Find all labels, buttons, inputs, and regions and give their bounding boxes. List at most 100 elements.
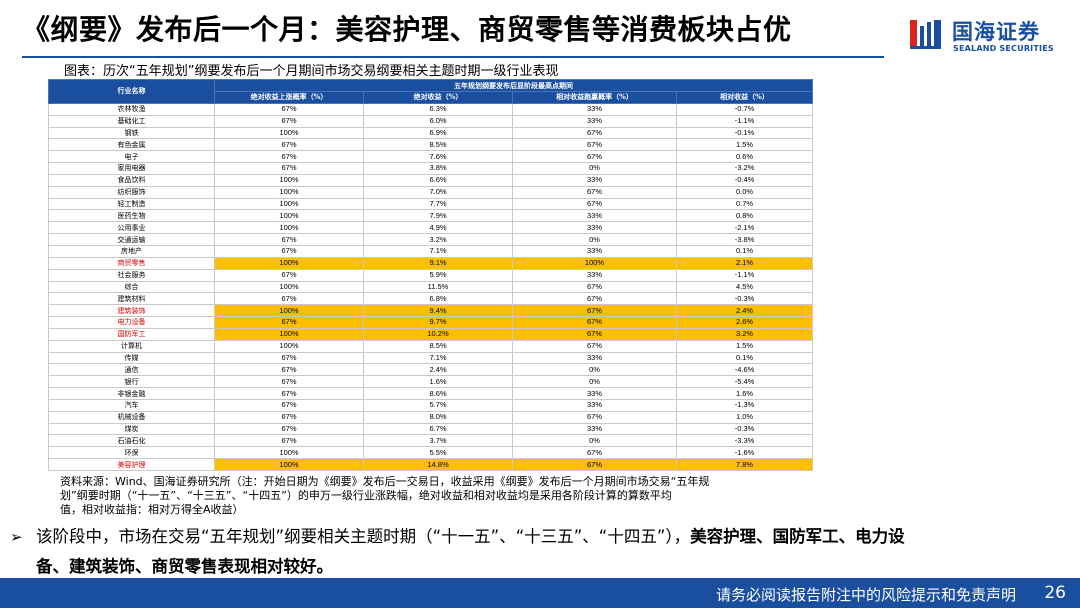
industry-name-cell: 房地产: [48, 244, 215, 258]
value-cell: 5.9%: [363, 268, 513, 282]
industry-name-cell: 钢铁: [48, 126, 215, 140]
table-row: 商贸零售 100% 9.1% 100% 2.1%: [48, 256, 813, 270]
value-cell: 67%: [512, 339, 677, 353]
table-row: 轻工制造 100% 7.7% 67% 0.7%: [48, 197, 813, 211]
chart-caption: 图表：历次“五年规划”纲要发布后一个月期间市场交易纲要相关主题时期一级行业表现: [64, 64, 559, 79]
footer-disclaimer: 请务必阅读报告附注中的风险提示和免责声明: [715, 586, 1016, 604]
value-cell: 100%: [512, 256, 677, 270]
key-point-highlight: 美容护理、国防军工、电力设: [690, 527, 905, 546]
value-cell: 33%: [512, 268, 677, 282]
value-cell: 0.0%: [676, 185, 813, 199]
value-cell: 6.6%: [363, 173, 513, 187]
source-note-line-3: 值，相对收益指：相对万得全A收益）: [60, 503, 244, 516]
value-cell: 8.0%: [363, 410, 513, 424]
value-cell: 33%: [512, 351, 677, 365]
table-row: 煤炭 67% 6.7% 33% -0.3%: [48, 422, 813, 436]
value-cell: 7.8%: [676, 458, 813, 471]
value-cell: 67%: [214, 268, 364, 282]
value-cell: 0%: [512, 434, 677, 448]
industry-name-cell: 商贸零售: [48, 256, 215, 270]
value-cell: 6.8%: [363, 292, 513, 306]
value-cell: 100%: [214, 304, 364, 318]
value-cell: 67%: [214, 375, 364, 389]
value-cell: 67%: [214, 102, 364, 116]
value-cell: 7.7%: [363, 197, 513, 211]
value-cell: 7.9%: [363, 209, 513, 223]
header-abs-up-prob: 绝对收益上涨概率（%）: [214, 91, 364, 104]
value-cell: 67%: [214, 410, 364, 424]
value-cell: 100%: [214, 339, 364, 353]
table-row: 综合 100% 11.5% 67% 4.5%: [48, 280, 813, 294]
value-cell: 100%: [214, 185, 364, 199]
bullet-arrow-icon: ➢: [10, 528, 23, 546]
industry-name-cell: 医药生物: [48, 209, 215, 223]
industry-performance-table: 行业名称 五年规划纲要发布后显阶段最高点期间 绝对收益上涨概率（%） 绝对收益（…: [48, 79, 813, 471]
value-cell: 5.5%: [363, 446, 513, 460]
value-cell: -0.4%: [676, 173, 813, 187]
table-row: 通信 67% 2.4% 0% -4.6%: [48, 363, 813, 377]
value-cell: 100%: [214, 446, 364, 460]
industry-name-cell: 国防军工: [48, 327, 215, 341]
industry-name-cell: 环保: [48, 446, 215, 460]
header-rel-win-prob: 相对收益跑赢概率（%）: [512, 91, 677, 104]
value-cell: 1.6%: [363, 375, 513, 389]
industry-name-cell: 计算机: [48, 339, 215, 353]
value-cell: 67%: [512, 410, 677, 424]
key-point-line-1: 该阶段中，市场在交易“五年规划”纲要相关主题时期（“十一五”、“十三五”、“十四…: [10, 522, 1070, 552]
value-cell: -0.1%: [676, 126, 813, 140]
value-cell: 8.6%: [363, 387, 513, 400]
value-cell: 67%: [512, 138, 677, 152]
page-number: 26: [1044, 583, 1066, 603]
key-point-prefix: 该阶段中，市场在交易“五年规划”纲要相关主题时期（“十一五”、“十三五”、“十四…: [36, 527, 691, 546]
industry-name-cell: 机械设备: [48, 410, 215, 424]
value-cell: 33%: [512, 422, 677, 436]
value-cell: 9.7%: [363, 316, 513, 329]
industry-name-cell: 汽车: [48, 398, 215, 412]
table-row: 电力设备 67% 9.7% 67% 2.6%: [48, 316, 813, 329]
header-abs-return: 绝对收益（%）: [363, 91, 513, 104]
value-cell: 67%: [214, 138, 364, 152]
industry-name-cell: 煤炭: [48, 422, 215, 436]
value-cell: 33%: [512, 173, 677, 187]
table-row: 美容护理 100% 14.8% 67% 7.8%: [48, 458, 813, 471]
value-cell: 67%: [512, 185, 677, 199]
value-cell: 67%: [214, 114, 364, 128]
value-cell: 2.6%: [676, 316, 813, 329]
value-cell: 7.0%: [363, 185, 513, 199]
table-row: 传媒 67% 7.1% 33% 0.1%: [48, 351, 813, 365]
value-cell: 100%: [214, 458, 364, 471]
slide-title: 《纲要》发布后一个月：美容护理、商贸零售等消费板块占优: [22, 13, 792, 46]
value-cell: 67%: [512, 280, 677, 294]
value-cell: 67%: [214, 434, 364, 448]
value-cell: 67%: [512, 458, 677, 471]
table-row: 建筑装饰 100% 9.4% 67% 2.4%: [48, 304, 813, 318]
value-cell: 2.4%: [676, 304, 813, 318]
header-industry-name: 行业名称: [48, 79, 215, 104]
value-cell: 67%: [512, 197, 677, 211]
value-cell: 67%: [214, 150, 364, 164]
table-row: 环保 100% 5.5% 67% -1.6%: [48, 446, 813, 460]
company-logo: 国海证券 SEALAND SECURITIES: [908, 14, 1068, 60]
value-cell: 5.7%: [363, 398, 513, 412]
value-cell: 67%: [214, 162, 364, 175]
table-row: 家用电器 67% 3.8% 0% -3.2%: [48, 162, 813, 175]
table-row: 国防军工 100% 10.2% 67% 3.2%: [48, 327, 813, 341]
value-cell: 0.1%: [676, 351, 813, 365]
table-row: 医药生物 100% 7.9% 33% 0.8%: [48, 209, 813, 223]
value-cell: 100%: [214, 256, 364, 270]
value-cell: -0.3%: [676, 422, 813, 436]
value-cell: 67%: [214, 422, 364, 436]
table-row: 农林牧渔 67% 6.3% 33% -0.7%: [48, 102, 813, 116]
value-cell: 67%: [214, 363, 364, 377]
value-cell: 1.5%: [676, 138, 813, 152]
value-cell: 2.4%: [363, 363, 513, 377]
industry-name-cell: 食品饮料: [48, 173, 215, 187]
value-cell: 67%: [214, 292, 364, 306]
header-rel-return: 相对收益（%）: [676, 91, 813, 104]
value-cell: 0.7%: [676, 197, 813, 211]
value-cell: 1.6%: [676, 387, 813, 400]
table-body: 农林牧渔 67% 6.3% 33% -0.7% 基础化工 67% 6.0% 33% -1.1% 钢铁…: [48, 102, 813, 471]
value-cell: 3.2%: [676, 327, 813, 341]
table-row: 公用事业 100% 4.9% 33% -2.1%: [48, 221, 813, 235]
industry-name-cell: 传媒: [48, 351, 215, 365]
